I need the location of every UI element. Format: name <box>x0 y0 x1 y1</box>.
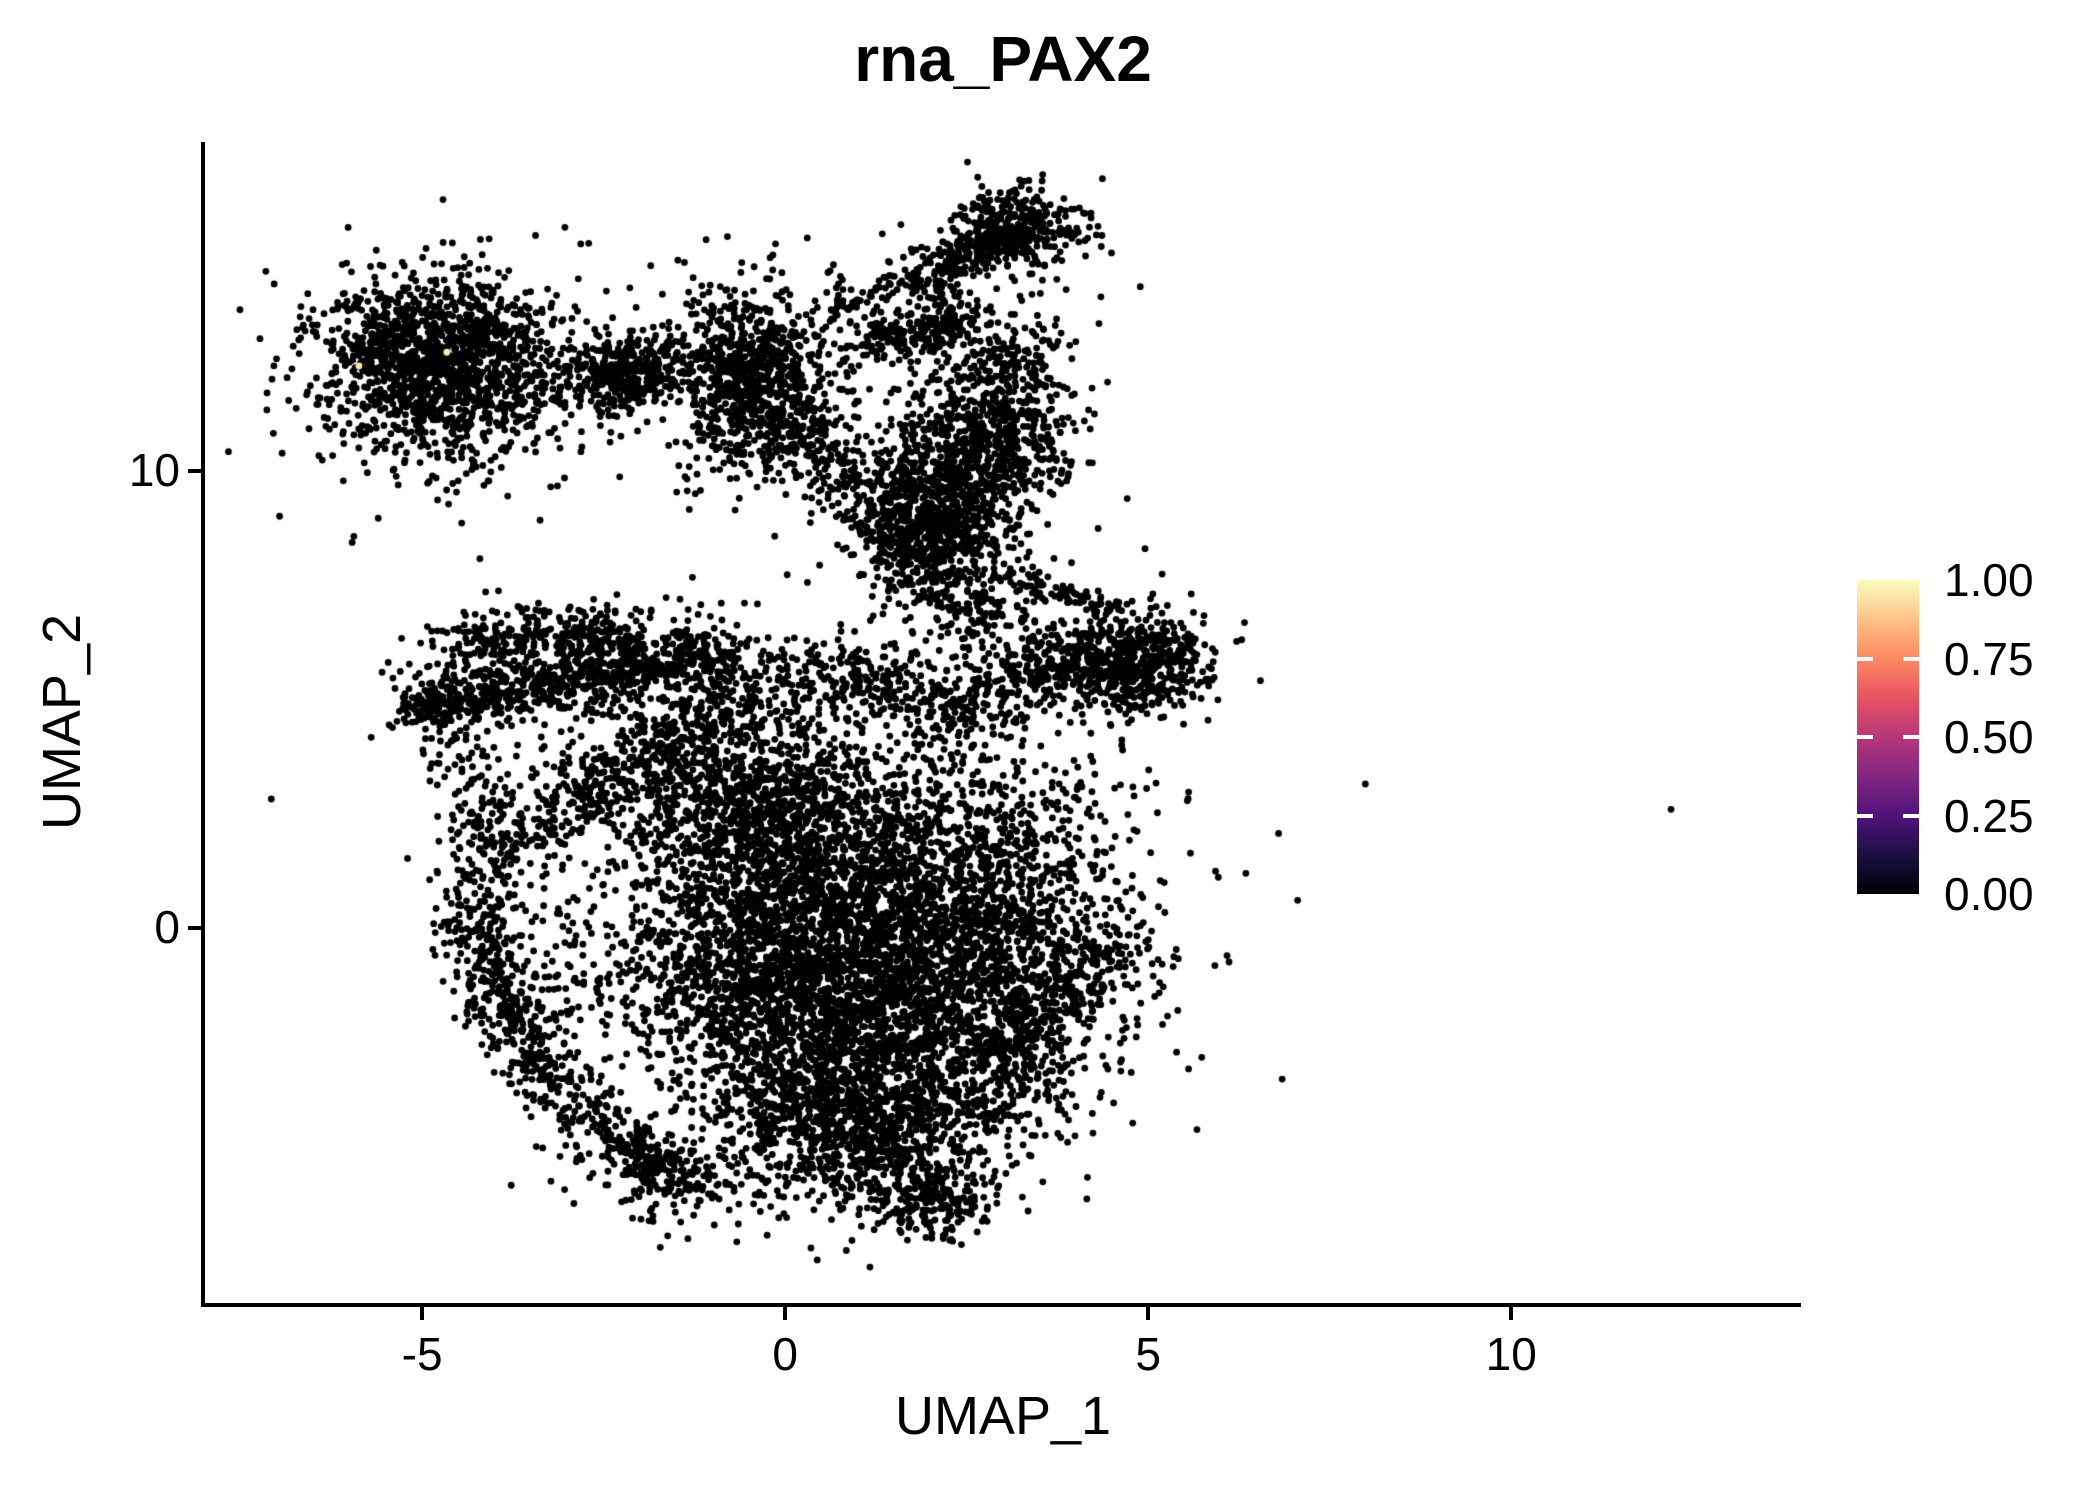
legend-label: 0.75 <box>1944 632 2034 685</box>
colorbar-tick-dash <box>1903 735 1919 739</box>
y-tick-mark <box>188 469 201 474</box>
colorbar-tick-dash <box>1903 813 1919 818</box>
x-tick-mark <box>420 1307 425 1320</box>
colorbar-tick-dash <box>1857 813 1873 818</box>
y-tick-mark <box>188 926 201 931</box>
x-tick-label: 0 <box>772 1328 798 1380</box>
x-tick-mark <box>1509 1307 1514 1320</box>
y-tick-label: 10 <box>128 444 180 497</box>
plot-area <box>201 142 1801 1307</box>
x-axis-title: UMAP_1 <box>894 1386 1112 1446</box>
y-axis-title: UMAP_2 <box>32 613 92 831</box>
legend-label: 0.00 <box>1944 868 2034 920</box>
legend-label: 1.00 <box>1944 554 2034 606</box>
x-tick-label: 5 <box>1135 1328 1162 1380</box>
colorbar-tick-dash <box>1903 656 1919 661</box>
legend-label: 0.25 <box>1944 789 2034 842</box>
x-tick-mark <box>783 1307 788 1320</box>
legend-label: 0.50 <box>1944 711 2034 763</box>
umap-scatter-canvas <box>205 142 1801 1303</box>
x-tick-label: 10 <box>1485 1328 1537 1380</box>
y-tick-label: 0 <box>154 901 180 954</box>
plot-title: rna_PAX2 <box>854 23 1152 95</box>
x-tick-mark <box>1146 1307 1151 1320</box>
x-tick-label: -5 <box>401 1328 443 1380</box>
colorbar-tick-dash <box>1857 656 1873 661</box>
colorbar-tick-dash <box>1857 735 1873 739</box>
